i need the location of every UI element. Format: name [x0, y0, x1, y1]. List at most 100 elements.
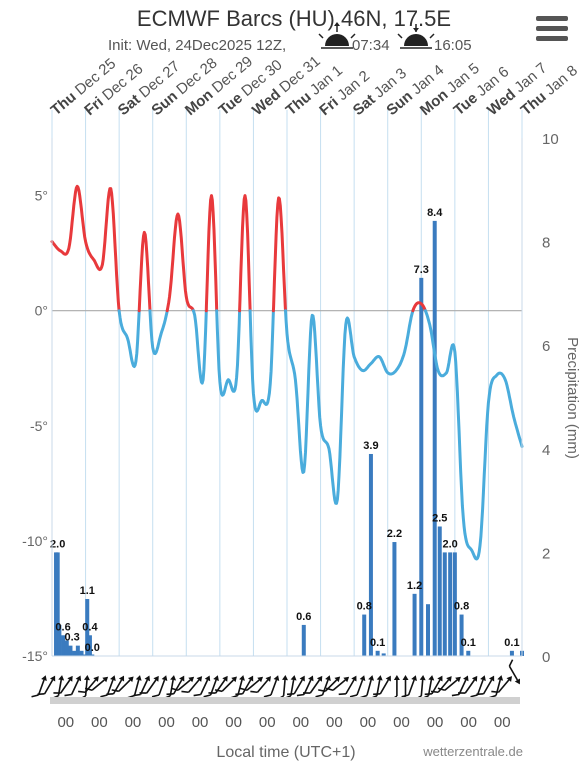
wind-barb-head [110, 675, 116, 682]
wind-barb [315, 675, 331, 698]
wind-barb-head [102, 676, 109, 683]
wind-barb-flag [476, 693, 484, 696]
wind-barb-head [334, 676, 341, 683]
wind-barb [437, 676, 461, 692]
hour-label: 00 [292, 714, 309, 731]
wind-barb-head [359, 675, 366, 682]
wind-barb-shaft [118, 679, 131, 692]
precip-bar [412, 593, 417, 656]
temp-segment-above-zero [50, 184, 121, 313]
wind-barb-head [316, 675, 323, 682]
wind-barb-shaft [237, 679, 243, 696]
hour-labels: 00 00 00 00 00 00 00 00 00 00 00 00 00 00 [57, 714, 510, 731]
wind-barb [276, 675, 288, 701]
wind-barb-shaft [246, 679, 260, 691]
wind-barb-head [497, 675, 504, 681]
wind-barb-flag [239, 687, 248, 692]
wind-barb-flag [424, 693, 432, 696]
hamburger-menu-icon[interactable] [536, 16, 568, 42]
wind-barb-flag [318, 689, 326, 693]
wind-barb-head [299, 675, 305, 682]
hour-label: 00 [427, 714, 444, 731]
precip-bar [432, 220, 437, 656]
wind-barb-flag [166, 693, 174, 696]
temp-segment-above-zero [238, 194, 252, 313]
wind-barb-head [368, 675, 374, 681]
precip-value-label: 2.0 [443, 538, 458, 550]
hour-label: 00 [326, 714, 343, 731]
wind-barb-flag [430, 690, 439, 694]
wind-barb-shaft [420, 679, 424, 697]
precip-value-label: 0.4 [82, 621, 98, 633]
wind-barb-shaft [482, 679, 493, 695]
wind-barb-shaft [146, 679, 157, 694]
wind-barb-head [290, 675, 297, 681]
wind-barb-shaft [173, 679, 183, 695]
wind-barb-shaft [497, 679, 510, 693]
temp-segment-above-zero [137, 230, 152, 313]
wind-barb-head [308, 675, 314, 682]
wind-barb-head [265, 676, 272, 682]
precip-bar [381, 653, 386, 656]
hour-label: 00 [225, 714, 242, 731]
wind-barb-shaft [112, 679, 123, 695]
precip-value-label: 0.1 [461, 637, 476, 649]
timeline-scrollbar[interactable] [50, 697, 520, 704]
wind-barb-head [257, 676, 264, 683]
wind-barb-head [58, 675, 65, 681]
wind-barb-head [231, 676, 237, 683]
wind-barb-flag [437, 687, 446, 692]
precip-bar [426, 604, 430, 656]
precip-value-label: 3.9 [363, 440, 378, 452]
wind-barb-shaft [379, 679, 389, 695]
wind-barb-shaft [37, 679, 45, 696]
temp-segment-below-zero [117, 309, 141, 368]
y-right-tick-label: 6 [542, 338, 550, 355]
wind-barb-head [343, 676, 350, 683]
wind-barb-head [179, 675, 185, 682]
wind-barb-head [170, 675, 177, 681]
wind-barb-shaft [158, 679, 166, 696]
wind-barb-head [437, 675, 443, 682]
precipitation-bars [54, 220, 524, 656]
wind-barb-flag [151, 694, 160, 698]
wind-barb [64, 675, 82, 697]
wind-barb [193, 675, 211, 697]
precip-bar [301, 624, 306, 656]
wind-barb-head [489, 675, 495, 682]
precip-bar [362, 614, 367, 656]
wind-barb-flag [100, 694, 108, 698]
precip-bar [90, 654, 95, 656]
wind-barb [31, 675, 47, 698]
y-right-tick-label: 2 [542, 545, 550, 562]
temp-segment-below-zero [248, 309, 275, 413]
hour-label: 00 [57, 714, 74, 731]
wind-barb-flag [315, 694, 323, 698]
wind-barb [166, 675, 185, 696]
wind-barb-shaft [356, 679, 364, 696]
wind-barb-shaft [407, 679, 415, 696]
wind-barb-shaft [345, 679, 355, 695]
axes: 5° 0° -5° -10° -15° 10 8 6 4 2 0 [22, 131, 559, 666]
precip-bar [79, 650, 84, 656]
wind-barb-head [127, 676, 134, 683]
precip-bar [368, 453, 373, 656]
wind-barb-shaft [70, 679, 80, 695]
y-left-tick-label: -5° [30, 418, 48, 434]
precip-bar [459, 614, 464, 656]
init-label: Init: Wed, 24Dec2025 12Z, [108, 37, 286, 54]
wind-barb [111, 676, 134, 693]
wind-barb-head [93, 676, 99, 682]
wind-barb [491, 676, 513, 694]
wind-barb-head [411, 675, 417, 682]
wind-barb-head [153, 675, 159, 682]
wind-barb [235, 675, 254, 696]
precip-bar [448, 552, 453, 656]
y-left-tick-label: 0° [35, 303, 48, 319]
wind-barb-shaft [303, 679, 312, 695]
credit-label: wetterzentrale.de [422, 744, 523, 759]
precip-value-labels: 2.00.60.31.10.40.00.60.83.90.12.21.27.38… [50, 207, 520, 654]
wind-barb-flag [203, 694, 211, 698]
